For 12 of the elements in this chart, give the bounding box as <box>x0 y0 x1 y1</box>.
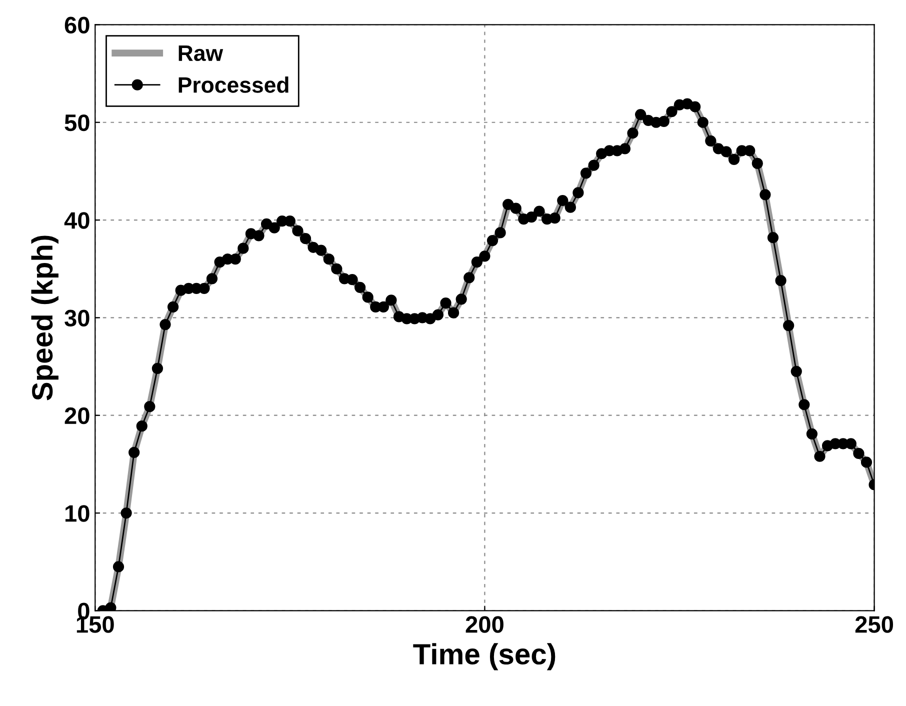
y-tick-label: 30 <box>64 310 90 327</box>
x-tick-label: 200 <box>466 616 504 633</box>
y-tick-label: 10 <box>65 505 90 522</box>
y-tick-label: 20 <box>64 407 90 424</box>
x-tick-label: 250 <box>855 616 894 633</box>
legend-label: Processed <box>178 76 288 93</box>
legend-label: Raw <box>178 46 224 62</box>
x-axis-title: Time (sec) <box>413 643 556 670</box>
y-tick-label: 40 <box>64 212 90 229</box>
y-tick-label: 60 <box>64 16 90 34</box>
y-axis-title: Speed (kph) <box>31 236 58 400</box>
y-tick-label: 50 <box>64 114 90 132</box>
